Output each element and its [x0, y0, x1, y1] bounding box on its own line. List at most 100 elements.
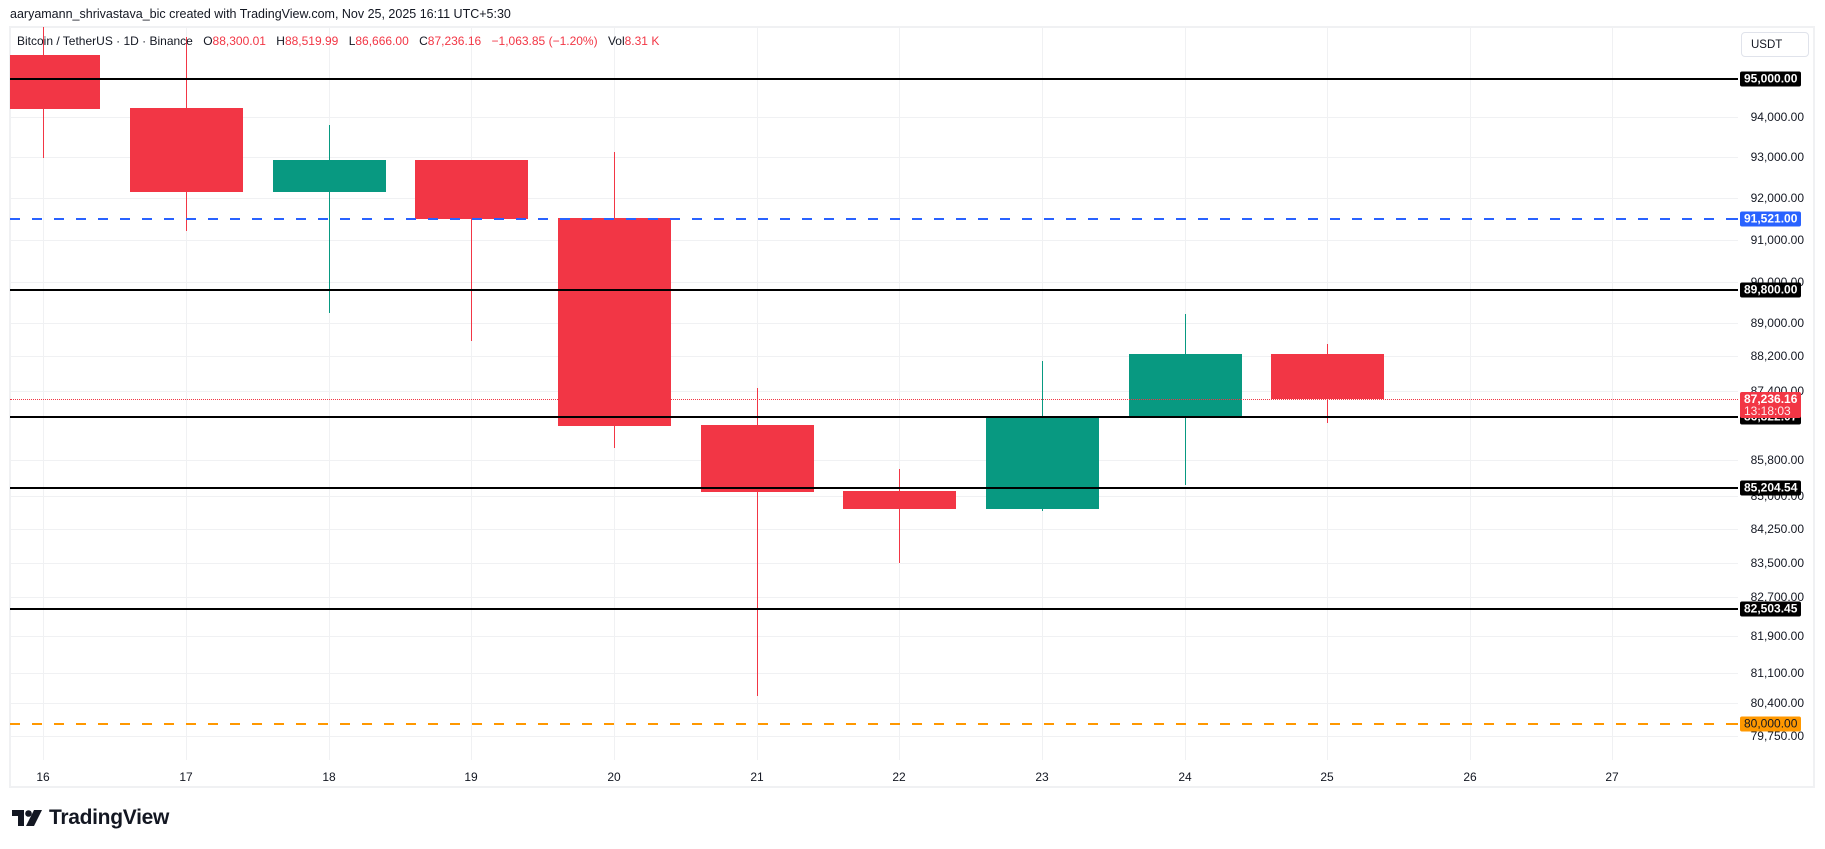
price-axis-label: 94,000.00	[1750, 110, 1804, 124]
time-axis-label: 16	[36, 770, 50, 784]
grid-line-horizontal	[10, 117, 1738, 118]
high-value: 88,519.99	[284, 34, 339, 48]
grid-line-horizontal	[10, 673, 1738, 674]
horizontal-line-level-91521[interactable]	[10, 218, 1738, 220]
close-label: C	[419, 34, 428, 48]
grid-line-horizontal	[10, 157, 1738, 158]
candle-22[interactable]	[842, 491, 956, 509]
grid-line-horizontal	[10, 282, 1738, 283]
time-axis-label: 24	[1178, 770, 1192, 784]
horizontal-line-level-80000[interactable]	[10, 723, 1738, 725]
time-axis-label: 18	[322, 770, 336, 784]
price-axis-label: 92,000.00	[1750, 191, 1804, 205]
time-axis-label: 25	[1320, 770, 1334, 784]
time-axis-label: 26	[1463, 770, 1477, 784]
price-axis-label: 80,400.00	[1750, 696, 1804, 710]
currency-selector-button[interactable]: USDT	[1741, 32, 1809, 57]
grid-line-vertical	[186, 27, 187, 760]
grid-line-horizontal	[10, 356, 1738, 357]
grid-line-horizontal	[10, 460, 1738, 461]
level-tick-stub	[1732, 416, 1738, 418]
last-price-value: 87,236.16	[1744, 392, 1798, 406]
price-axis-label: 83,500.00	[1750, 556, 1804, 570]
grid-line-vertical	[43, 27, 44, 760]
level-tick-stub	[1732, 78, 1738, 80]
last-price-line	[10, 399, 1738, 400]
volume-label: Vol	[607, 34, 625, 48]
grid-line-horizontal	[10, 323, 1738, 324]
horizontal-line-support-85204[interactable]	[10, 487, 1738, 489]
tradingview-logo-text: TradingView	[49, 806, 170, 829]
time-axis-label: 27	[1605, 770, 1619, 784]
symbol-legend: Bitcoin / TetherUS · 1D · Binance O88,30…	[17, 34, 659, 48]
price-tag-support-85204: 85,204.54	[1740, 480, 1802, 496]
price-axis[interactable]: 94,000.0093,000.0092,000.0091,000.0090,0…	[1732, 27, 1814, 760]
grid-line-horizontal	[10, 240, 1738, 241]
time-axis-label: 20	[607, 770, 621, 784]
last-price-tag: 87,236.16 13:18:03	[1740, 392, 1802, 418]
price-axis-label: 82,700.00	[1750, 590, 1804, 604]
grid-line-horizontal	[10, 391, 1738, 392]
chart-frame	[9, 26, 1815, 788]
grid-line-horizontal	[10, 703, 1738, 704]
level-tick-stub	[1732, 218, 1738, 220]
price-axis-label: 89,000.00	[1750, 316, 1804, 330]
grid-line-vertical	[1470, 27, 1471, 760]
horizontal-line-resistance-95000[interactable]	[10, 78, 1738, 80]
time-axis-label: 17	[179, 770, 193, 784]
grid-line-horizontal	[10, 529, 1738, 530]
price-axis-label: 88,200.00	[1750, 349, 1804, 363]
candle-23[interactable]	[985, 418, 1099, 509]
candle-20[interactable]	[557, 218, 671, 426]
grid-line-vertical	[471, 27, 472, 760]
candle-25[interactable]	[1270, 354, 1384, 399]
price-tag-level-80000: 80,000.00	[1740, 716, 1802, 732]
candle-wick	[899, 469, 900, 563]
close-value: 87,236.16	[427, 34, 482, 48]
price-tag-support-82503: 82,503.45	[1740, 601, 1802, 617]
candle-16[interactable]	[10, 55, 100, 109]
price-axis-label: 85,800.00	[1750, 453, 1804, 467]
low-value: 86,666.00	[355, 34, 409, 48]
tradingview-logo-icon	[12, 810, 42, 826]
price-axis-label: 81,100.00	[1750, 666, 1804, 680]
level-tick-stub	[1732, 487, 1738, 489]
chart-plot-area[interactable]	[10, 27, 1738, 760]
open-label: O	[203, 34, 213, 48]
candle-19[interactable]	[414, 160, 528, 219]
candle-21[interactable]	[700, 425, 814, 492]
price-tag-resistance-95000: 95,000.00	[1740, 71, 1802, 87]
grid-line-horizontal	[10, 736, 1738, 737]
open-value: 88,300.01	[212, 34, 266, 48]
grid-line-horizontal	[10, 198, 1738, 199]
candle-17[interactable]	[129, 108, 243, 192]
horizontal-line-resistance-89800[interactable]	[10, 289, 1738, 291]
grid-line-horizontal	[10, 636, 1738, 637]
tradingview-logo: TradingView	[12, 806, 169, 830]
horizontal-line-support-86822[interactable]	[10, 416, 1738, 418]
price-tag-level-91521: 91,521.00	[1740, 211, 1802, 227]
price-axis-label: 81,900.00	[1750, 629, 1804, 643]
bar-countdown: 13:18:03	[1744, 404, 1791, 418]
level-tick-stub	[1732, 608, 1738, 610]
level-tick-stub	[1732, 289, 1738, 291]
grid-line-vertical	[329, 27, 330, 760]
candle-18[interactable]	[272, 160, 386, 192]
chart-attribution: aaryamann_shrivastava_bic created with T…	[10, 7, 511, 21]
price-axis-label: 91,000.00	[1750, 233, 1804, 247]
level-tick-stub	[1732, 723, 1738, 725]
grid-line-vertical	[1612, 27, 1613, 760]
price-axis-label: 93,000.00	[1750, 150, 1804, 164]
grid-line-horizontal	[10, 597, 1738, 598]
low-label: L	[348, 34, 356, 48]
horizontal-line-support-82503[interactable]	[10, 608, 1738, 610]
time-axis[interactable]: 16 17 18 19 20 21 22 23 24 25 26 27	[10, 760, 1738, 787]
time-axis-label: 21	[750, 770, 764, 784]
candle-wick	[471, 160, 472, 341]
change-value: −1,063.85 (−1.20%)	[491, 34, 598, 48]
candle-wick	[757, 388, 758, 696]
time-axis-label: 23	[1035, 770, 1049, 784]
candle-24[interactable]	[1128, 354, 1242, 416]
symbol-title[interactable]: Bitcoin / TetherUS · 1D · Binance	[17, 34, 193, 48]
price-tag-resistance-89800: 89,800.00	[1740, 282, 1802, 298]
